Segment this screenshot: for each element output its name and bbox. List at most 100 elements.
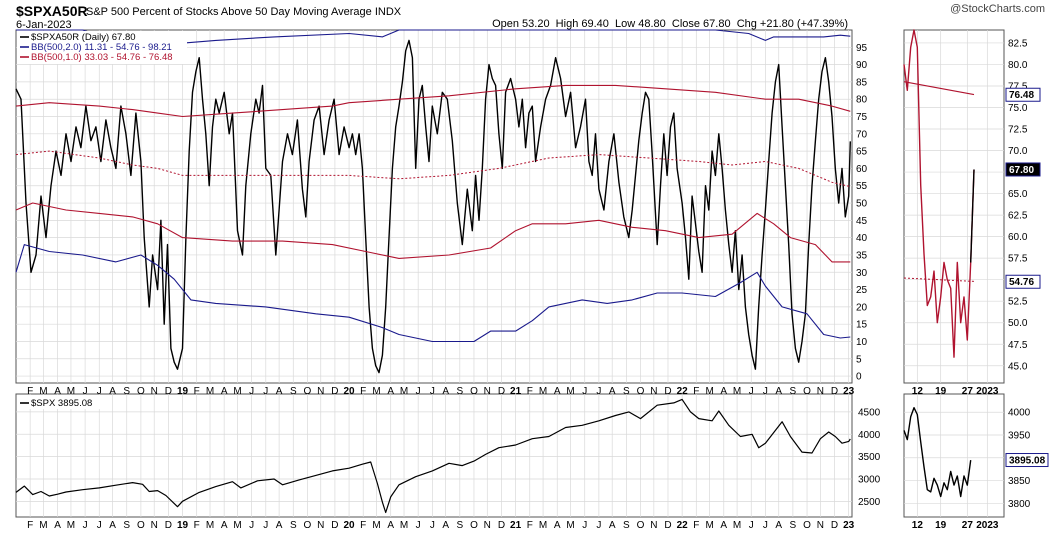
- value-label: 76.48: [1009, 90, 1034, 101]
- x-tick-label: F: [360, 520, 366, 531]
- y-tick-label: 90: [856, 60, 868, 71]
- value-label: 54.76: [1009, 277, 1034, 288]
- x-tick-label: N: [151, 520, 158, 531]
- x-tick-label: 12: [912, 520, 924, 531]
- value-label: 67.80: [1009, 165, 1034, 176]
- y-tick-label: 15: [856, 320, 868, 331]
- x-tick-label: J: [83, 386, 88, 397]
- legend-background: [17, 31, 187, 64]
- x-tick-label: F: [27, 386, 33, 397]
- y-tick-label: 0: [856, 372, 862, 383]
- x-tick-label: 23: [843, 520, 855, 531]
- x-tick-label: M: [67, 520, 75, 531]
- series-line: [15, 39, 851, 374]
- y-tick-label: 60.0: [1008, 232, 1028, 243]
- y-tick-label: 45: [856, 216, 868, 227]
- x-tick-label: J: [763, 520, 768, 531]
- series-line: [903, 81, 975, 96]
- value-label: 3895.08: [1009, 456, 1046, 467]
- x-tick-label: J: [83, 520, 88, 531]
- x-tick-label: A: [387, 520, 394, 531]
- x-tick-label: M: [372, 386, 380, 397]
- x-tick-label: S: [790, 386, 797, 397]
- x-tick-label: D: [664, 386, 671, 397]
- chart-date: 6-Jan-2023: [16, 19, 72, 31]
- y-tick-label: 4500: [858, 407, 881, 418]
- y-tick-label: 40: [856, 233, 868, 244]
- x-tick-label: A: [54, 386, 61, 397]
- legend-spx: $SPX 3895.08: [31, 398, 92, 409]
- y-tick-label: 50.0: [1008, 318, 1028, 329]
- x-tick-label: S: [623, 386, 630, 397]
- x-tick-label: F: [693, 386, 699, 397]
- x-tick-label: A: [276, 386, 283, 397]
- x-tick-label: D: [664, 520, 671, 531]
- x-tick-label: A: [554, 386, 561, 397]
- x-tick-label: 12: [912, 386, 924, 397]
- series-line: [970, 169, 975, 263]
- series-line: [15, 84, 851, 118]
- x-tick-label: J: [749, 386, 754, 397]
- x-tick-label: 19: [935, 386, 947, 397]
- x-tick-label: S: [790, 520, 797, 531]
- x-tick-label: J: [596, 386, 601, 397]
- x-tick-label: N: [317, 386, 324, 397]
- x-tick-label: M: [206, 520, 214, 531]
- x-tick-label: S: [123, 386, 130, 397]
- y-tick-label: 95: [856, 43, 868, 54]
- x-tick-label: 22: [677, 520, 689, 531]
- x-tick-label: A: [720, 386, 727, 397]
- x-tick-label: J: [416, 520, 421, 531]
- x-tick-label: M: [539, 386, 547, 397]
- y-tick-label: 25: [856, 285, 868, 296]
- x-tick-label: J: [430, 386, 435, 397]
- x-tick-label: F: [194, 386, 200, 397]
- x-tick-label: M: [705, 520, 713, 531]
- x-tick-label: S: [290, 520, 297, 531]
- lower-legend: $SPX 3895.08: [17, 395, 112, 409]
- x-tick-label: 21: [510, 520, 522, 531]
- x-tick-label: A: [609, 386, 616, 397]
- x-tick-label: 20: [344, 386, 356, 397]
- x-tick-label: M: [566, 386, 574, 397]
- x-tick-label: D: [831, 386, 838, 397]
- value-label-box: [1005, 274, 1041, 289]
- x-tick-label: M: [733, 520, 741, 531]
- x-tick-label: F: [360, 386, 366, 397]
- x-tick-label: S: [123, 520, 130, 531]
- y-tick-label: 80: [856, 95, 868, 106]
- x-tick-label: D: [165, 520, 172, 531]
- x-tick-label: F: [527, 386, 533, 397]
- value-label-box: [1005, 162, 1041, 177]
- y-tick-label: 45.0: [1008, 361, 1028, 372]
- x-tick-label: F: [693, 520, 699, 531]
- x-tick-label: M: [39, 520, 47, 531]
- x-tick-label: S: [290, 386, 297, 397]
- x-tick-label: J: [749, 520, 754, 531]
- x-tick-label: J: [416, 386, 421, 397]
- legend-spxa50r: $SPXA50R (Daily) 67.80: [31, 32, 136, 43]
- ohlc-readout: Open 53.20 High 69.40 Low 48.80 Close 67…: [492, 18, 848, 30]
- y-tick-label: 65.0: [1008, 189, 1028, 200]
- x-tick-label: M: [372, 520, 380, 531]
- x-tick-label: M: [733, 386, 741, 397]
- x-tick-label: O: [137, 520, 145, 531]
- x-tick-label: D: [498, 386, 505, 397]
- y-tick-label: 55: [856, 181, 868, 192]
- y-tick-label: 3850: [1008, 476, 1031, 487]
- x-tick-label: J: [582, 520, 587, 531]
- y-tick-label: 65: [856, 147, 868, 158]
- x-tick-label: O: [304, 386, 312, 397]
- x-tick-label: J: [430, 520, 435, 531]
- series-line: [15, 202, 851, 263]
- x-tick-label: A: [775, 386, 782, 397]
- value-label-box: [1005, 453, 1049, 468]
- x-tick-label: J: [582, 386, 587, 397]
- y-tick-label: 2500: [858, 497, 881, 508]
- x-tick-label: D: [498, 520, 505, 531]
- x-tick-label: J: [97, 520, 102, 531]
- x-tick-label: F: [194, 520, 200, 531]
- x-tick-label: S: [456, 520, 463, 531]
- y-tick-label: 50: [856, 199, 868, 210]
